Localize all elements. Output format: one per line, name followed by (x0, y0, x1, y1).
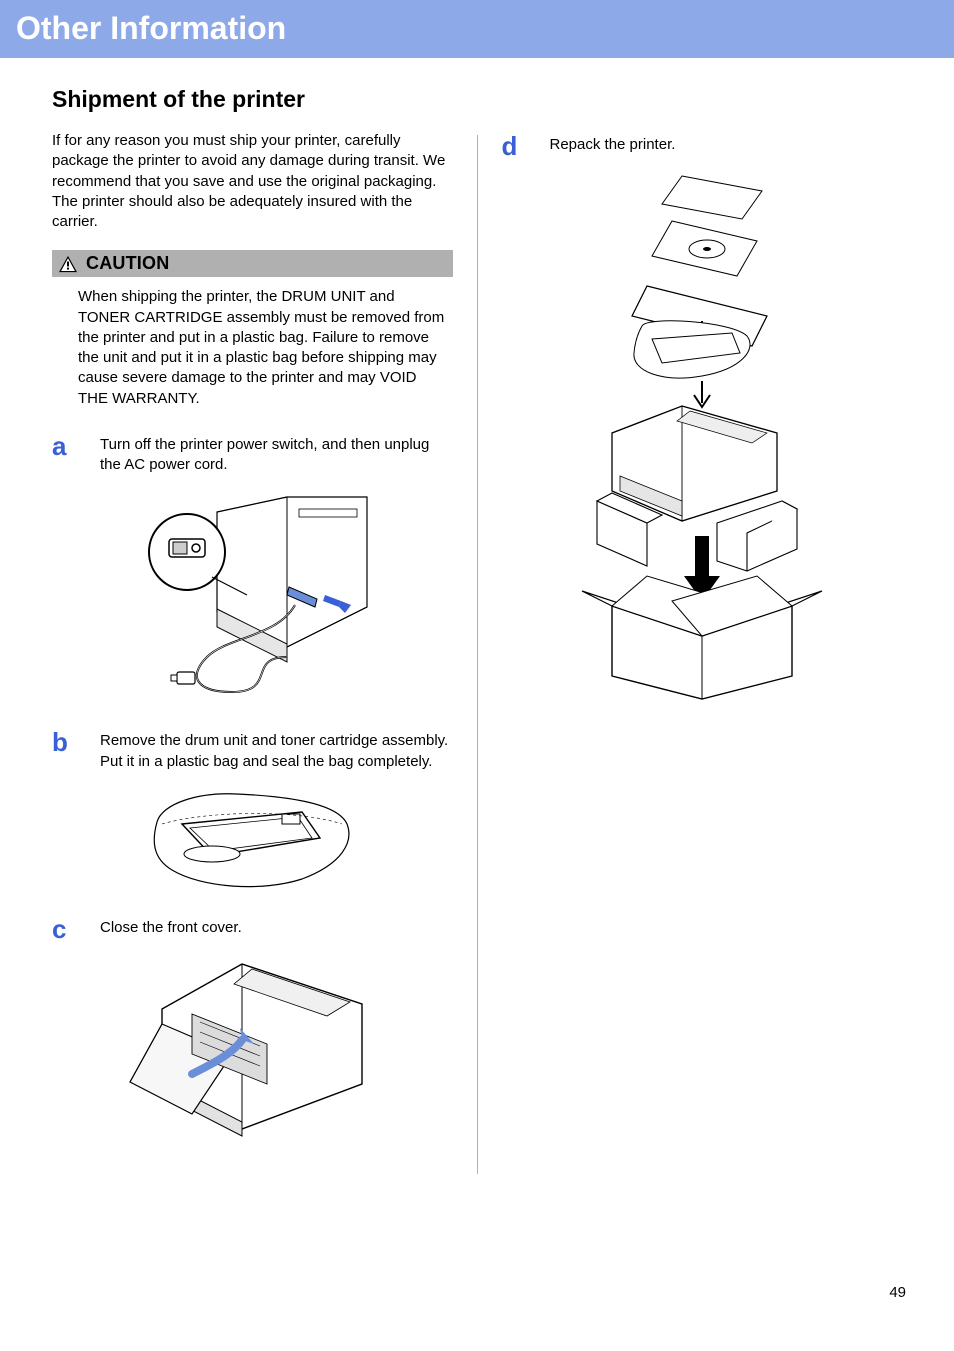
intro-paragraph: If for any reason you must ship your pri… (52, 131, 453, 232)
banner-title: Other Information (16, 10, 286, 47)
caution-header: CAUTION (52, 250, 453, 277)
step-c: c Close the front cover. (52, 914, 453, 942)
page-banner: Other Information (0, 0, 954, 58)
caution-label: CAUTION (86, 253, 169, 274)
step-a-text: Turn off the printer power switch, and t… (100, 431, 453, 476)
left-column: If for any reason you must ship your pri… (52, 131, 453, 1174)
step-d-illustration (502, 171, 903, 701)
step-b: b Remove the drum unit and toner cartrid… (52, 727, 453, 772)
step-c-illustration (52, 954, 453, 1154)
step-b-text: Remove the drum unit and toner cartridge… (100, 727, 453, 772)
column-divider (477, 135, 478, 1174)
step-d-text: Repack the printer. (550, 131, 676, 159)
page-number: 49 (889, 1284, 906, 1301)
warning-triangle-icon (58, 255, 78, 273)
step-c-text: Close the front cover. (100, 914, 242, 942)
two-columns: If for any reason you must ship your pri… (52, 131, 902, 1174)
step-letter-d: d (502, 133, 530, 159)
caution-body: When shipping the printer, the DRUM UNIT… (52, 277, 453, 409)
step-a: a Turn off the printer power switch, and… (52, 431, 453, 476)
step-letter-c: c (52, 916, 80, 942)
step-b-illustration (52, 784, 453, 894)
step-letter-a: a (52, 433, 80, 476)
content-area: Shipment of the printer If for any reaso… (0, 58, 954, 1174)
caution-callout: CAUTION When shipping the printer, the D… (52, 250, 453, 409)
right-column: d Repack the printer. (502, 131, 903, 1174)
step-a-illustration (52, 487, 453, 707)
section-title: Shipment of the printer (52, 86, 902, 113)
step-letter-b: b (52, 729, 80, 772)
step-d: d Repack the printer. (502, 131, 903, 159)
